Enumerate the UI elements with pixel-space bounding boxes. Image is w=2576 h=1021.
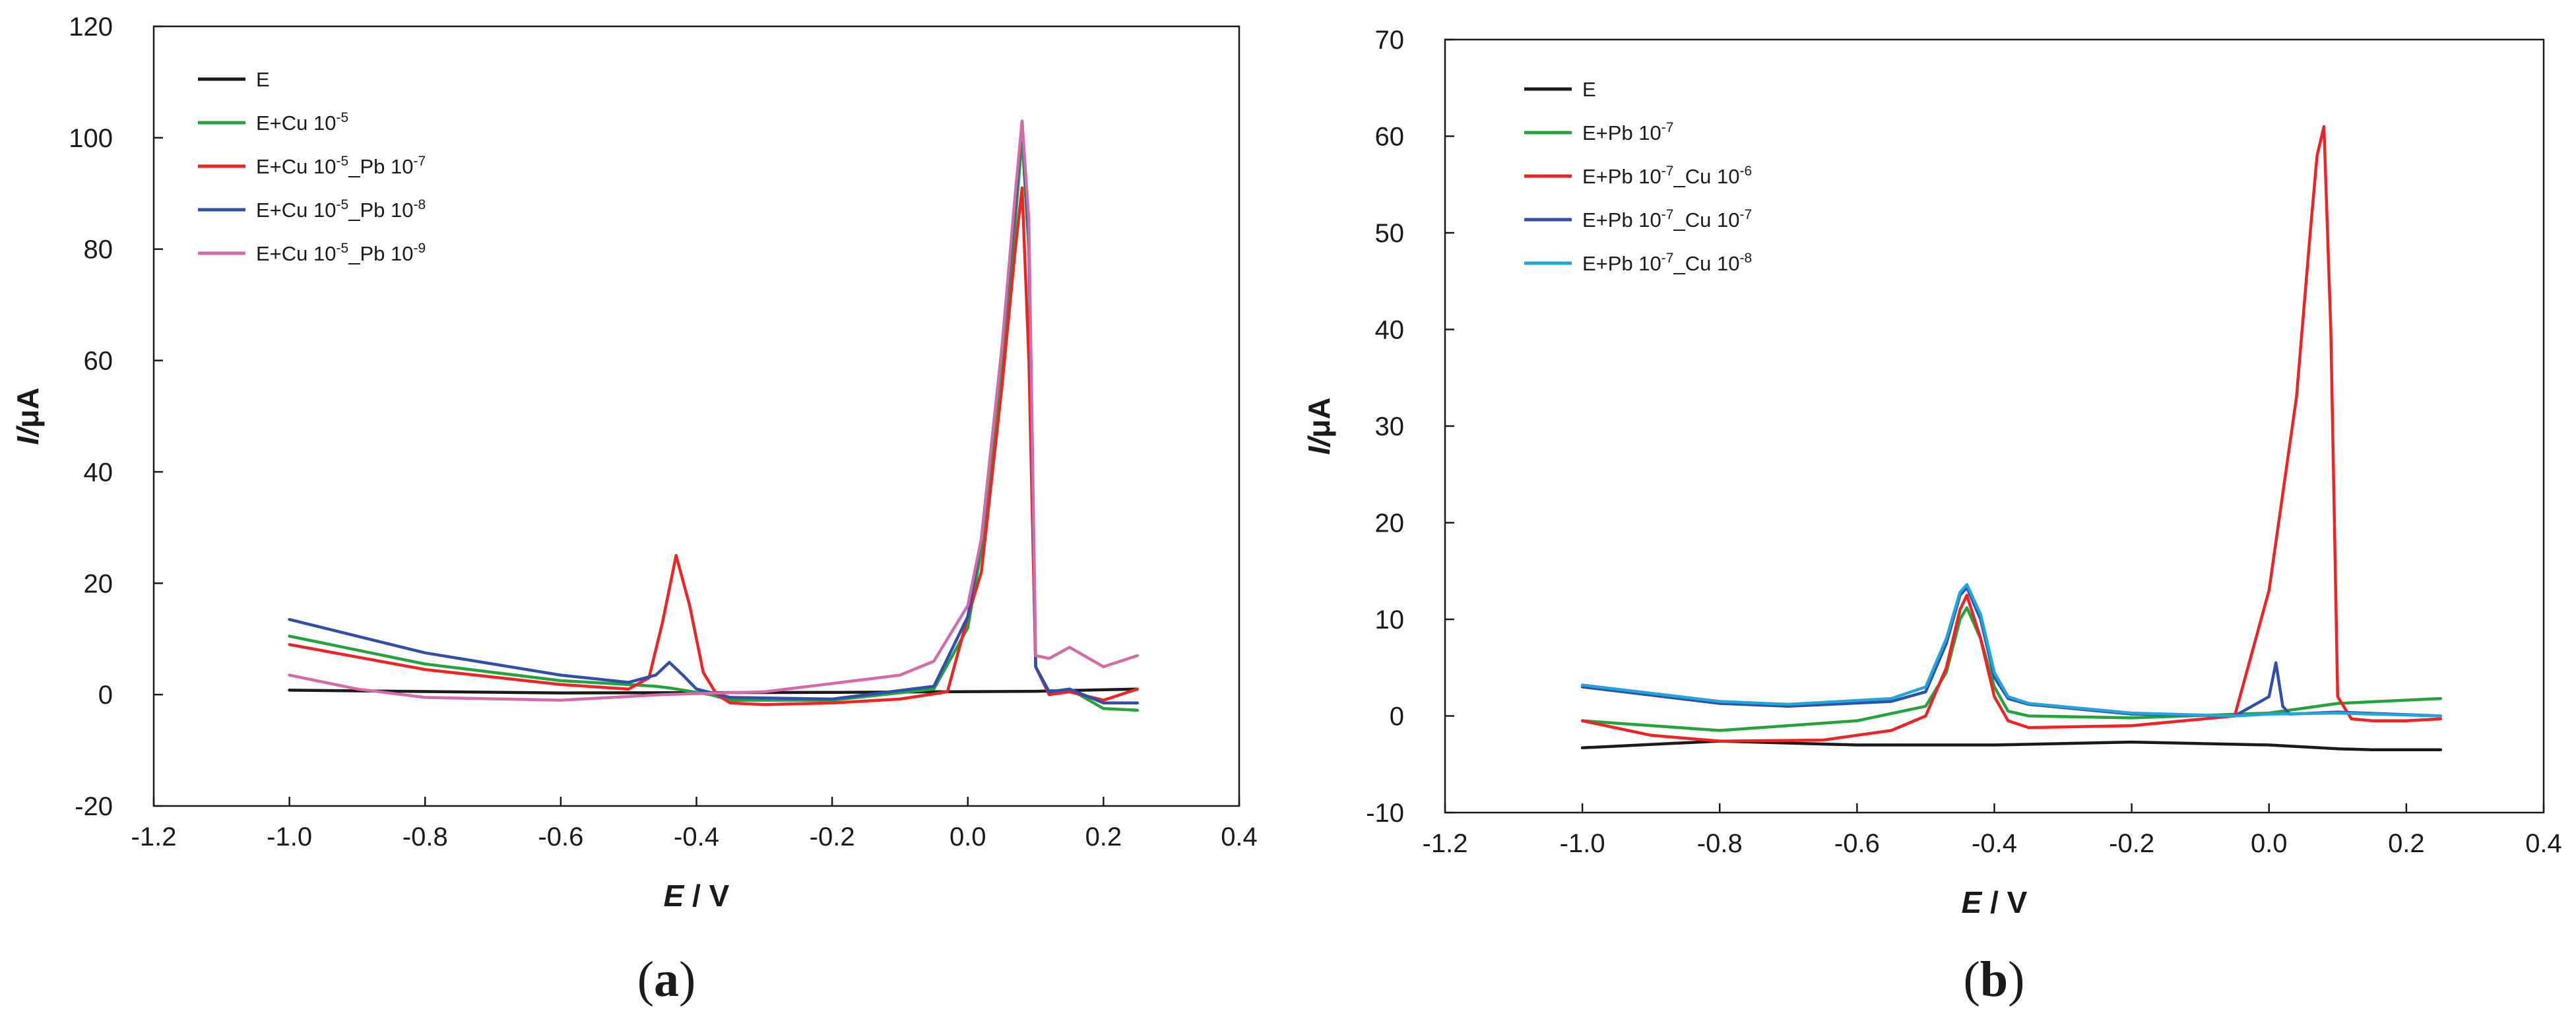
panel-a-caption: (a)	[637, 952, 696, 1007]
panel-a-y-axis-label: I/μA	[11, 388, 45, 445]
chart-panel-a: -1.2 -1.0 -0.8 -0.6 -0.4 -0.2 0.0 0.2 0.4 -20 0 20 4…	[11, 13, 1258, 1007]
panel-b-legend-entry: E+Pb 10-7_Cu 10-6	[1582, 164, 1752, 188]
panel-a-x-tick-label: 0.0	[950, 822, 986, 851]
panel-a-series-line-4	[288, 119, 1140, 702]
panel-a-legend-entry: E+Cu 10-5_Pb 10-7	[256, 154, 426, 178]
panel-a-x-tick-label: -0.6	[538, 822, 583, 851]
panel-b-series-line-3	[1580, 586, 2443, 718]
panel-b-x-tick-label: -0.2	[2109, 829, 2154, 858]
panel-b-x-tick-label: 0.0	[2251, 829, 2288, 858]
panel-b-series-line-4	[1580, 583, 2443, 718]
panel-a-x-tick-label: -1.0	[267, 822, 312, 851]
panel-b-y-axis-label: I/μA	[1302, 398, 1336, 455]
panel-b-legend-entry: E+Pb 10-7	[1582, 120, 1673, 144]
panel-b-series-line-0	[1580, 739, 2443, 752]
panel-a-x-tick-label: -1.2	[131, 822, 177, 851]
panel-b-x-tick-label: -0.8	[1697, 829, 1743, 858]
panel-a-legend-entry: E	[256, 68, 270, 91]
panel-b-y-tick-label: 70	[1375, 26, 1405, 55]
panel-a-series-line-1	[288, 136, 1140, 712]
panel-b-legend-entry: E+Pb 10-7_Cu 10-7	[1582, 207, 1752, 232]
panel-b-y-tick-label: 10	[1375, 605, 1405, 634]
panel-b-y-tick-label: 20	[1375, 509, 1405, 538]
panel-a-y-tick-label: 120	[69, 13, 113, 42]
chart-panel-b: -1.2 -1.0 -0.8 -0.6 -0.4 -0.2 0.0 0.2 0.4 -10 0 10 2…	[1302, 26, 2562, 1007]
panel-b-series-line-2	[1580, 125, 2443, 743]
panel-a-y-tick-label: 100	[69, 124, 113, 153]
panel-b-x-tick-label: -0.6	[1834, 829, 1880, 858]
panel-b-y-tick-label: 0	[1390, 702, 1404, 731]
panel-a-y-tick-label: 40	[84, 458, 113, 487]
panel-a-x-tick-label: -0.8	[402, 822, 448, 851]
panel-b-y-tick-label: 30	[1375, 412, 1405, 441]
panel-b-x-tick-label: 0.4	[2525, 829, 2562, 858]
panel-b-x-tick-label: 0.2	[2388, 829, 2425, 858]
panel-a-legend-entry: E+Cu 10-5_Pb 10-9	[256, 241, 426, 265]
panel-a-y-tick-label: 80	[84, 235, 113, 264]
panel-a-x-tick-label: -0.2	[810, 822, 855, 851]
panel-b-legend-entry: E+Pb 10-7_Cu 10-8	[1582, 251, 1752, 275]
panel-b-x-tick-label: -1.0	[1560, 829, 1605, 858]
panel-a-y-tick-label: -20	[75, 792, 113, 821]
panel-a-y-tick-label: 20	[84, 569, 113, 598]
panel-a-series-line-3	[288, 119, 1140, 705]
panel-b-caption: (b)	[1964, 952, 2025, 1007]
panel-a-x-axis-label: E / V	[664, 879, 730, 913]
panel-b-legend-entry: E	[1582, 78, 1596, 101]
panel-b-y-tick-label: 40	[1375, 316, 1405, 345]
panel-a-y-tick-label: 0	[98, 681, 113, 710]
panel-a-legend-entry: E+Cu 10-5	[256, 110, 348, 135]
panel-b-x-tick-label: -1.2	[1423, 829, 1468, 858]
panel-a-x-tick-label: 0.4	[1221, 822, 1258, 851]
panel-a-x-tick-label: 0.2	[1085, 822, 1122, 851]
panel-b-y-tick-label: -10	[1366, 799, 1404, 828]
panel-b-x-tick-label: -0.4	[1972, 829, 2017, 858]
panel-b-y-tick-label: 50	[1375, 219, 1405, 248]
panel-a-legend-entry: E+Cu 10-5_Pb 10-8	[256, 197, 426, 222]
panel-b-x-axis-label: E / V	[1962, 885, 2028, 919]
panel-a-x-tick-label: -0.4	[674, 822, 719, 851]
panel-b-y-tick-label: 60	[1375, 123, 1405, 152]
panel-a-y-tick-label: 60	[84, 347, 113, 376]
